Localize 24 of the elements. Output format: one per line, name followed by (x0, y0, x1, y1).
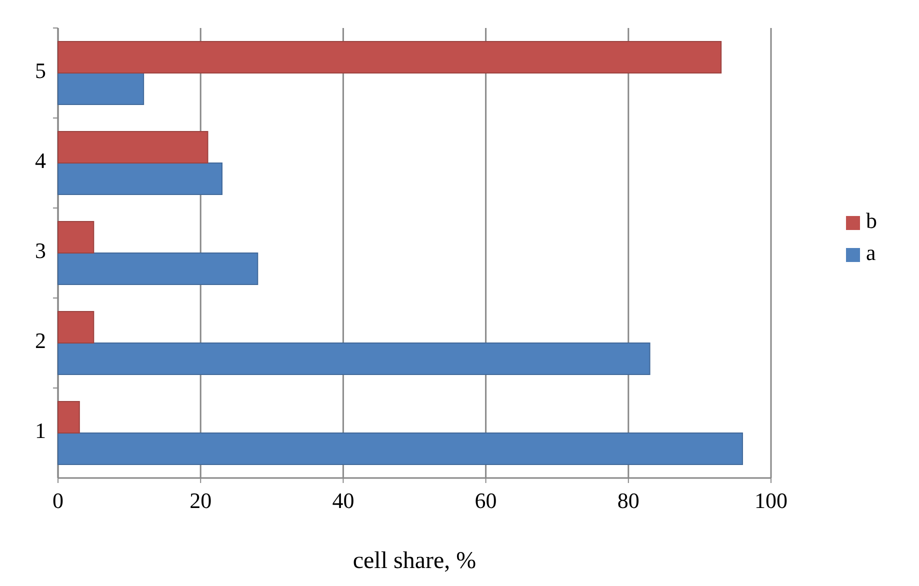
x-tick-label: 100 (754, 488, 788, 513)
x-tick-label: 20 (190, 488, 212, 513)
bar (58, 162, 222, 195)
bar (58, 221, 94, 254)
x-tick-label: 60 (474, 488, 497, 513)
legend-label: b (866, 208, 877, 234)
x-tick-label: 80 (617, 488, 640, 513)
bar (58, 252, 258, 285)
bar (58, 72, 144, 105)
bar (58, 311, 94, 344)
y-tick-label: 2 (35, 328, 46, 354)
bar (58, 131, 208, 164)
x-tick-label: 0 (52, 488, 64, 513)
x-axis-title: cell share, % (352, 548, 476, 574)
y-tick-label: 1 (35, 418, 46, 444)
bar (58, 432, 743, 465)
y-tick-label: 5 (35, 58, 46, 84)
bar (58, 342, 650, 375)
legend-label: a (866, 240, 876, 266)
y-tick-label: 3 (35, 238, 46, 264)
bar (58, 41, 722, 74)
x-tick-label: 40 (332, 488, 354, 513)
bar (58, 401, 80, 434)
y-tick-label: 4 (35, 148, 46, 174)
